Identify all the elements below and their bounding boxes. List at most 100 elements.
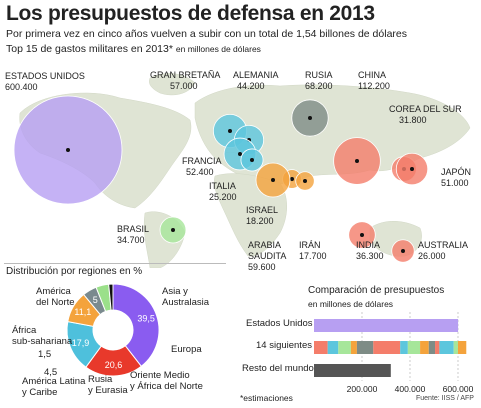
label-gran-bretana: GRAN BRETAÑA 57.000: [150, 70, 220, 92]
pie-value-africa: 1,5: [38, 349, 52, 360]
country-name: FRANCIA: [182, 156, 222, 166]
bar-segment-14-siguientes: [457, 341, 467, 354]
bar-segment-14-siguientes: [439, 341, 454, 354]
label-alemania: ALEMANIA 44.200: [233, 70, 279, 92]
pie-value-latam: 4,5: [44, 367, 58, 378]
bubble-dot: [360, 233, 364, 237]
label-corea-del-sur: COREA DEL SUR 31.800: [389, 104, 462, 126]
footnote: *estimaciones: [240, 393, 293, 403]
tick-label: 200.000: [347, 384, 378, 394]
bar-segment-14-siguientes: [373, 341, 401, 354]
bar-segment-14-siguientes: [350, 341, 357, 354]
top15-title: Top 15 de gastos militares en 2013*: [6, 43, 173, 55]
country-value: 25.200: [209, 192, 237, 202]
label-rusia: RUSIA 68.200: [305, 70, 333, 92]
pie-value-label: 20,6: [105, 360, 123, 370]
pie-value-labels: 39,5 20,6 17,9 11,15: [72, 295, 155, 370]
pie-label-asia: Asia y Australasia: [162, 286, 209, 308]
label-brasil: BRASIL 34.700: [117, 224, 149, 246]
bubble-dot: [238, 152, 242, 156]
pie-label-russia: Rusia y Eurasia: [88, 374, 128, 396]
bar-segment-14-siguientes: [435, 341, 440, 354]
country-value: 18.200: [246, 216, 274, 226]
bar-segment-14-siguientes: [338, 341, 351, 354]
label-iran: IRÁN 17.700: [299, 240, 327, 262]
country-value: 52.400: [186, 167, 214, 177]
bubble-dot: [308, 116, 312, 120]
pie-value-label: 5: [93, 295, 98, 305]
country-name: ISRAEL: [246, 205, 279, 215]
bar-label-14-siguientes: 14 siguientes: [256, 340, 312, 351]
bar-segment-14-siguientes: [420, 341, 429, 354]
country-value: 31.800: [399, 115, 427, 125]
country-value: 59.600: [248, 262, 276, 272]
country-name: RUSIA: [305, 70, 333, 80]
pie-slice: [112, 283, 160, 367]
bubble-dot: [250, 158, 254, 162]
pie-label-north-america: América del Norte: [36, 286, 75, 308]
country-name: AUSTRALIA: [418, 240, 469, 250]
bar-estados-unidos: [314, 319, 459, 332]
bubble-dot: [410, 167, 414, 171]
comparison-title: Comparación de presupuestos: [308, 285, 445, 296]
country-value: 600.400: [5, 82, 38, 92]
tick-label: 600.000: [443, 384, 474, 394]
label-estados-unidos: ESTADOS UNIDOS 600.400: [5, 71, 85, 93]
page-title: Los presupuestos de defensa en 2013: [6, 2, 375, 25]
source-credit: Fuente: IISS / AFP: [416, 395, 474, 402]
bubble-dot: [355, 159, 359, 163]
label-india: INDIA 36.300: [356, 240, 384, 262]
pie-label-africa: África sub-sahariana: [12, 325, 73, 347]
bar-segment-14-siguientes: [327, 341, 339, 354]
bar-label-resto: Resto del mundo: [242, 363, 314, 374]
country-name: IRÁN: [299, 240, 321, 250]
country-value: 17.700: [299, 251, 327, 261]
bar-segment-14-siguientes: [400, 341, 408, 354]
pie-label-europe: Europa: [171, 344, 202, 355]
country-name: ALEMANIA: [233, 70, 279, 80]
pie-panel: [4, 263, 226, 407]
world-map: [0, 58, 481, 268]
pie-value-label: 39,5: [137, 314, 155, 324]
country-value: 112.200: [358, 81, 390, 91]
country-name: GRAN BRETAÑA: [150, 70, 221, 80]
country-name: ESTADOS UNIDOS: [5, 71, 85, 81]
country-name: JAPÓN: [441, 167, 472, 177]
bubble-dot: [271, 178, 275, 182]
label-israel: ISRAEL 18.200: [246, 205, 278, 227]
pie-slice: [108, 283, 114, 311]
country-value: 26.000: [418, 251, 446, 261]
pie-label-mideast: Oriente Medio y África del Norte: [130, 370, 203, 392]
label-china: CHINA 112.200: [358, 70, 390, 92]
country-value: 51.000: [441, 178, 469, 188]
country-value: 68.200: [305, 81, 333, 91]
country-value: 44.200: [237, 81, 265, 91]
bar-segment-14-siguientes: [314, 341, 328, 354]
bar-segment-14-siguientes: [356, 341, 374, 354]
top15-label: Top 15 de gastos militares en 2013* en m…: [6, 43, 261, 55]
bar-segment-14-siguientes: [453, 341, 458, 354]
bubble-dot: [303, 179, 307, 183]
pie-title: Distribución por regiones en %: [6, 266, 143, 277]
country-value: 36.300: [356, 251, 384, 261]
country-name: COREA DEL SUR: [389, 104, 462, 114]
comparison-subtitle: en millones de dólares: [308, 299, 394, 309]
bubble-dot: [228, 129, 232, 133]
bar-label-estados-unidos: Estados Unidos: [246, 318, 313, 329]
comparison-bars: 200.000 400.000 600.000: [314, 312, 474, 394]
bubbles-layer: [13, 95, 429, 263]
bubble-dot: [290, 177, 294, 181]
label-australia: AUSTRALIA 26.000: [418, 240, 468, 262]
pie-label-latam: América Latina y Caribe: [22, 376, 86, 398]
country-name: ITALIA: [209, 181, 236, 191]
bar-segment-14-siguientes: [428, 341, 436, 354]
country-value: 34.700: [117, 235, 145, 245]
bar-segment-14-siguientes: [407, 341, 421, 354]
bar-resto-del-mundo: [314, 364, 391, 377]
top15-unit: en millones de dólares: [175, 44, 261, 54]
country-name: ARABIA SAUDITA: [248, 240, 287, 261]
bubble-dot: [401, 249, 405, 253]
country-name: INDIA: [356, 240, 381, 250]
